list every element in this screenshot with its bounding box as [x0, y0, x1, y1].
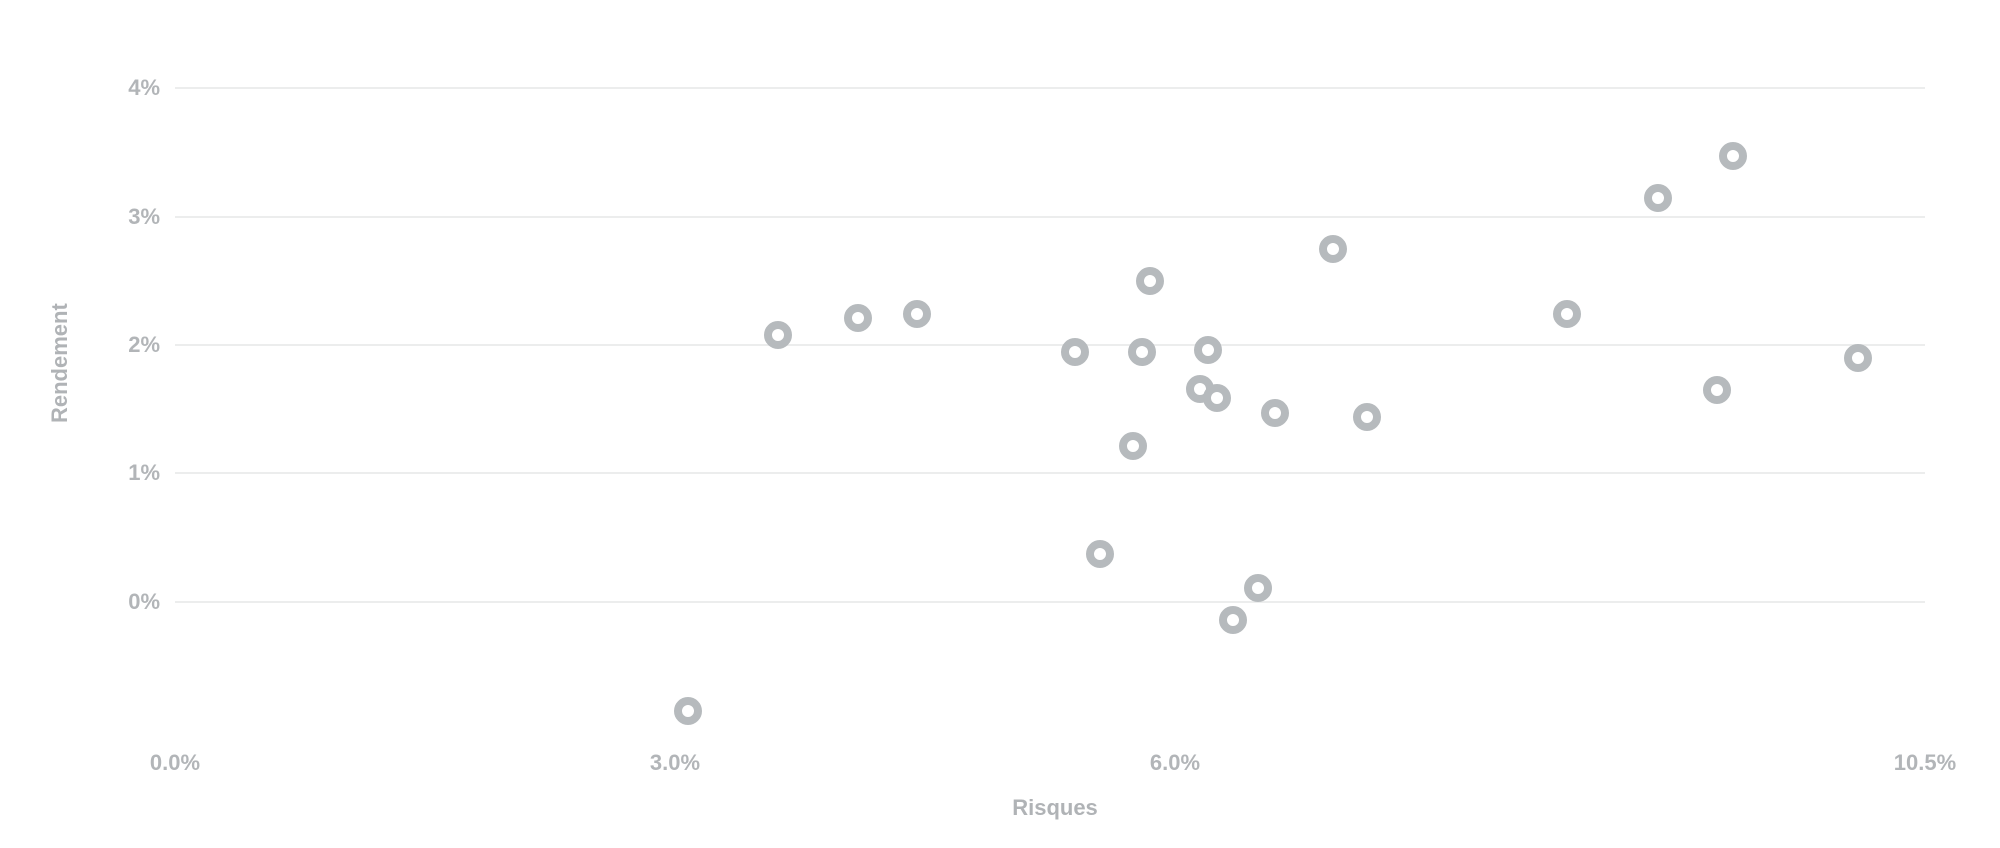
x-tick-label: 6.0% — [1135, 750, 1215, 776]
x-tick-label: 10.5% — [1885, 750, 1965, 776]
y-tick-label: 1% — [100, 460, 160, 486]
gridline — [175, 344, 1925, 346]
x-axis-title: Risques — [995, 795, 1115, 821]
scatter-chart: Rendement Risques 0% 1% 2% 3% 4% 0.0% 3.0% 6.0%… — [0, 0, 2000, 848]
data-point — [1553, 300, 1581, 328]
data-point — [764, 321, 792, 349]
data-point — [1203, 384, 1231, 412]
data-point — [1644, 184, 1672, 212]
data-point — [903, 300, 931, 328]
y-tick-label: 2% — [100, 332, 160, 358]
data-point — [1703, 376, 1731, 404]
y-tick-label: 3% — [100, 204, 160, 230]
gridline — [175, 216, 1925, 218]
data-point — [1136, 267, 1164, 295]
data-point — [1244, 574, 1272, 602]
data-point — [1194, 336, 1222, 364]
x-tick-label: 3.0% — [635, 750, 715, 776]
data-point — [1353, 403, 1381, 431]
y-tick-label: 4% — [100, 75, 160, 101]
data-point — [1261, 399, 1289, 427]
data-point — [1719, 142, 1747, 170]
x-tick-label: 0.0% — [135, 750, 215, 776]
data-point — [844, 304, 872, 332]
gridline — [175, 87, 1925, 89]
data-point — [1119, 432, 1147, 460]
data-point — [1061, 338, 1089, 366]
y-axis-title: Rendement — [47, 303, 73, 423]
data-point — [1844, 344, 1872, 372]
data-point — [1086, 540, 1114, 568]
y-tick-label: 0% — [100, 589, 160, 615]
data-point — [1128, 338, 1156, 366]
data-point — [1319, 235, 1347, 263]
gridline — [175, 601, 1925, 603]
gridline — [175, 472, 1925, 474]
data-point — [674, 697, 702, 725]
data-point — [1219, 606, 1247, 634]
